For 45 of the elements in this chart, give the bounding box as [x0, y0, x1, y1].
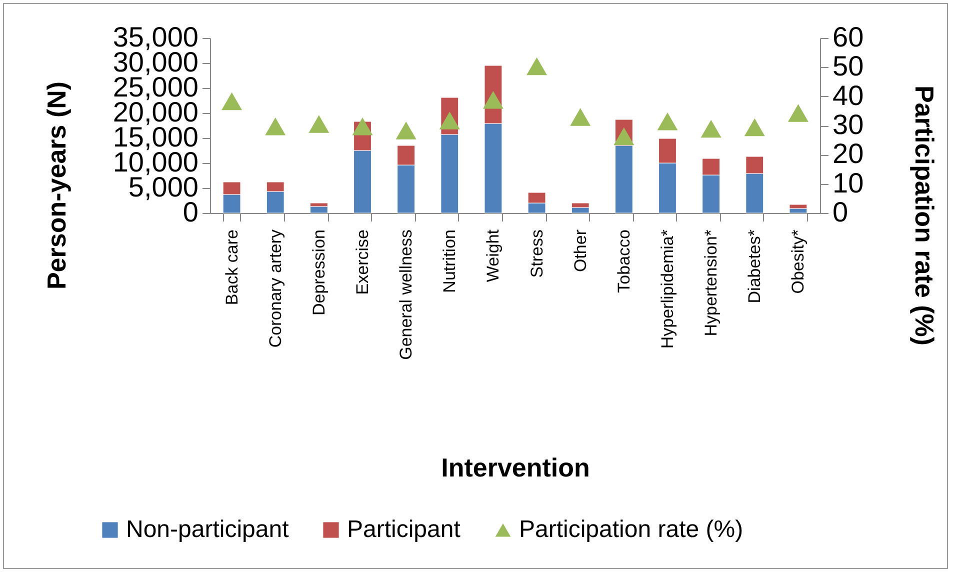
- x-tick-label: Obesity*: [788, 229, 808, 294]
- y-tick-label: 35,000: [112, 22, 198, 52]
- point: [526, 57, 548, 76]
- y2-tick-label: 10: [832, 167, 864, 198]
- x-axis-title: Intervention: [441, 452, 590, 482]
- point: [439, 112, 460, 130]
- y2-tick-label: 20: [832, 138, 864, 170]
- point: [700, 120, 722, 138]
- legend-label: Non-participant: [126, 516, 290, 543]
- point: [744, 118, 765, 136]
- legend-label: Participation rate (%): [519, 516, 744, 543]
- y-tick-label: 0: [182, 196, 198, 228]
- point: [222, 92, 242, 110]
- x-tick-label: Depression: [309, 230, 328, 316]
- x-tick-label: Nutrition: [440, 230, 460, 293]
- x-tick-label: Other: [570, 229, 590, 272]
- x-tick-label: Diabetes*: [745, 229, 764, 304]
- point: [657, 112, 678, 130]
- point: [788, 104, 808, 122]
- y2-tick-label: 0: [832, 196, 848, 228]
- bar: [310, 206, 328, 214]
- y2-axis-title: Participation rate (%): [910, 85, 940, 346]
- point: [396, 122, 416, 140]
- x-tick-label: Weight: [484, 229, 503, 282]
- y2-tick-label: 50: [832, 50, 864, 82]
- x-tick-label: Tobacco: [614, 230, 634, 293]
- legend-label: Participant: [347, 516, 461, 543]
- bar: [789, 208, 808, 214]
- x-tick-label: Back care: [222, 230, 242, 306]
- x-tick-label: Exercise: [353, 230, 372, 295]
- point: [308, 115, 330, 133]
- y-axis-title: Person-years (N): [42, 81, 72, 290]
- point: [265, 118, 286, 136]
- point: [570, 108, 591, 126]
- point: [614, 127, 634, 146]
- y2-tick-label: 60: [832, 22, 864, 52]
- y2-tick-label: 30: [832, 109, 864, 140]
- x-tick-label: Stress: [527, 230, 546, 278]
- point: [352, 118, 373, 136]
- x-tick-label: Hyperlipidemia*: [658, 229, 677, 349]
- x-tick-label: Hypertension*: [702, 229, 721, 336]
- x-tick-label: Coronary artery: [266, 229, 285, 348]
- x-tick-label: General wellness: [396, 230, 416, 360]
- y2-tick-label: 40: [832, 80, 864, 111]
- point: [482, 90, 504, 109]
